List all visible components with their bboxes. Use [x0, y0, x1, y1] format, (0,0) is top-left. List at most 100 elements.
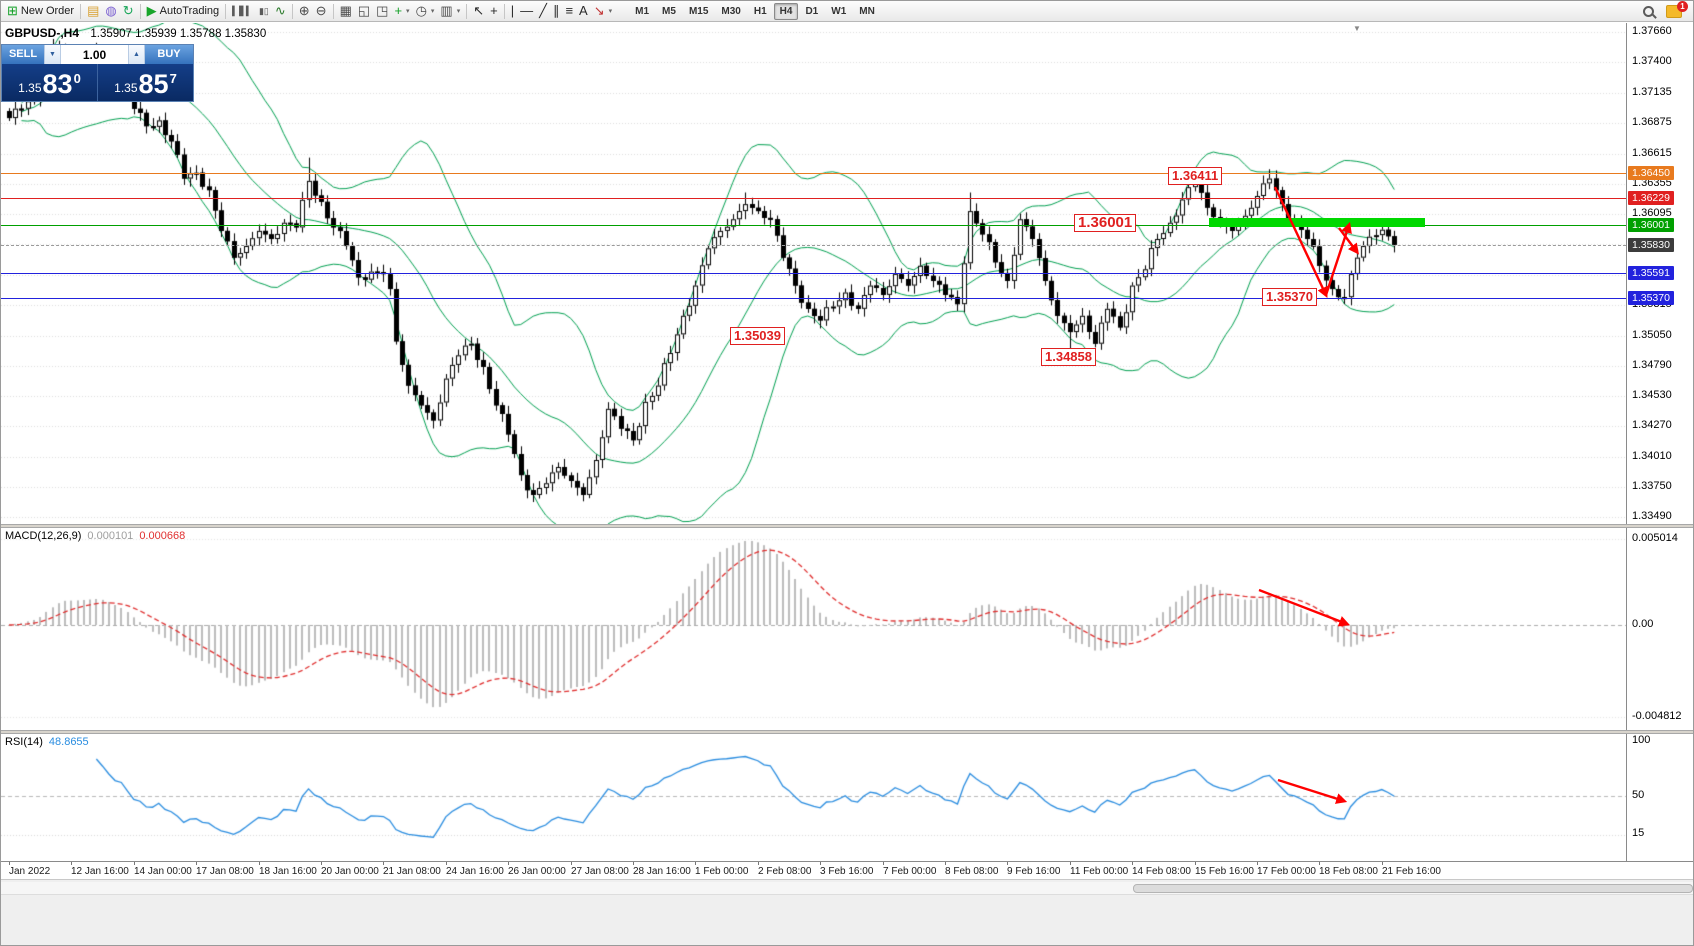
macd-chart-canvas	[1, 528, 1626, 730]
arrange-windows-icon: ◳	[376, 3, 389, 18]
time-tick	[695, 862, 696, 865]
chevron-down-icon: ▾	[608, 8, 613, 15]
axis-label: 1.35050	[1632, 328, 1672, 341]
channel-icon: ∥	[552, 3, 560, 18]
templates-icon: ▥	[440, 3, 453, 18]
fibonacci-icon[interactable]: ≡	[562, 2, 576, 20]
volume-increase-button[interactable]: ▲	[128, 45, 145, 64]
axis-label: 1.33750	[1632, 479, 1672, 492]
pane-splitter[interactable]	[1, 730, 1693, 734]
time-label: 1 Feb 00:00	[695, 866, 749, 877]
templates-icon[interactable]: ▥ ▾	[437, 2, 463, 20]
cursor-icon[interactable]: ↖	[470, 2, 487, 20]
zoom-in-icon: ⊕	[298, 3, 310, 18]
time-tick	[1195, 862, 1196, 865]
time-label: 2 Feb 08:00	[758, 866, 812, 877]
time-label: 8 Feb 08:00	[945, 866, 999, 877]
time-label: 24 Jan 16:00	[446, 866, 504, 877]
candlestick-chart-icon: ▮▯	[258, 6, 269, 16]
refresh-icon[interactable]: ↻	[120, 2, 137, 20]
rsi-indicator-pane[interactable]: RSI(14) 48.8655	[1, 734, 1626, 861]
time-label: 28 Jan 16:00	[633, 866, 691, 877]
horizontal-line-icon[interactable]: —	[517, 2, 536, 20]
web-terminal-icon[interactable]: ◍	[102, 2, 119, 20]
horizontal-scrollbar[interactable]	[1, 882, 1693, 895]
timeframe-button-d1[interactable]: D1	[805, 5, 819, 17]
crosshair-icon[interactable]: +	[487, 2, 501, 20]
zoom-out-icon: ⊖	[315, 3, 327, 18]
axis-label: 0.005014	[1632, 532, 1678, 544]
timeframe-toolbar: M1 M5 M15 M30 H1 H4 D1 W1 MN	[629, 2, 881, 20]
chart-shift-marker[interactable]: ▼	[1353, 24, 1361, 33]
buy-price-display[interactable]: 1.35 85 7	[98, 64, 193, 101]
arrows-tool-icon[interactable]: ↘ ▾	[591, 2, 615, 20]
tile-windows-icon[interactable]: ▦	[337, 2, 355, 20]
time-label: 14 Jan 00:00	[134, 866, 192, 877]
time-tick	[883, 862, 884, 865]
new-order-button[interactable]: ⊞ New Order	[4, 2, 77, 20]
periods-icon[interactable]: ◷ ▾	[413, 2, 438, 20]
notifications-icon[interactable]: 1	[1666, 1, 1688, 18]
price-tag-1.35370: 1.35370	[1628, 291, 1674, 306]
bar-chart-icon[interactable]: ▍▋▍	[229, 2, 256, 20]
timeframe-button-mn[interactable]: MN	[859, 5, 875, 17]
text-label-icon[interactable]: A	[576, 2, 591, 20]
timeframe-button-w1[interactable]: W1	[831, 5, 847, 17]
zoom-in-icon[interactable]: ⊕	[296, 2, 313, 20]
time-tick	[571, 862, 572, 865]
axis-label: 1.33490	[1632, 510, 1672, 522]
scrollbar-thumb[interactable]	[1133, 884, 1693, 893]
timeframe-button-h1[interactable]: H1	[753, 5, 767, 17]
axis-label: 1.34010	[1632, 449, 1672, 462]
candlestick-chart-icon[interactable]: ▮▯	[256, 2, 272, 20]
sell-button[interactable]: SELL	[2, 45, 44, 64]
time-tick	[259, 862, 260, 865]
timeframe-button-m5[interactable]: M5	[662, 5, 676, 17]
toolbar-separator	[80, 3, 82, 19]
timeframe-button-m15[interactable]: M15	[688, 5, 709, 17]
volume-input[interactable]	[61, 45, 128, 64]
time-tick	[1070, 862, 1071, 865]
main-toolbar: ⊞ New Order ▤ ◍ ↻ ▶ AutoTrading ▍▋▍ ▮▯ ∿ ⊕ ⊖ ▦ ◱ ◳ + ▾ ◷ ▾…	[1, 1, 1693, 22]
macd-indicator-pane[interactable]: MACD(12,26,9) 0.000101 0.000668	[1, 528, 1626, 730]
sell-price-display[interactable]: 1.35 83 0	[2, 64, 98, 101]
search-icon[interactable]	[1643, 5, 1654, 17]
trade-panel-controls: SELL ▼ ▲ BUY	[2, 45, 193, 64]
time-axis[interactable]: Jan 2022 12 Jan 16:00 14 Jan 00:00 17 Jan 0…	[1, 861, 1693, 879]
main-chart-pane[interactable]: 1.36411 1.36001 1.35370 1.35039 1.34858 GBPU…	[1, 23, 1626, 524]
toolbar-right: 1	[1643, 1, 1692, 18]
volume-decrease-button[interactable]: ▼	[44, 45, 61, 64]
timeframe-button-m30[interactable]: M30	[721, 5, 741, 17]
time-label: 7 Feb 00:00	[883, 866, 937, 877]
time-label: 26 Jan 00:00	[508, 866, 566, 877]
time-tick	[71, 862, 72, 865]
add-indicator-icon[interactable]: + ▾	[391, 2, 412, 20]
time-tick	[820, 862, 821, 865]
arrange-windows-icon[interactable]: ◳	[373, 2, 391, 20]
deposit-icon[interactable]: ▤	[84, 2, 102, 20]
timeframe-button-m1[interactable]: M1	[635, 5, 650, 17]
zoom-out-icon[interactable]: ⊖	[313, 2, 330, 20]
line-chart-icon[interactable]: ∿	[272, 2, 289, 20]
price-scale[interactable]: 1.37660 1.37400 1.37135 1.36875 1.36615 1.363…	[1626, 23, 1693, 861]
candlestick-chart-canvas[interactable]	[1, 23, 1626, 524]
trendline-icon[interactable]: ╱	[536, 2, 550, 20]
vertical-line-icon[interactable]: |	[508, 2, 517, 20]
channel-icon[interactable]: ∥	[550, 2, 563, 20]
axis-label: 1.36095	[1632, 207, 1672, 220]
time-tick	[1257, 862, 1258, 865]
autotrading-button[interactable]: ▶ AutoTrading	[144, 2, 223, 20]
trendline-icon: ╱	[539, 3, 547, 18]
sell-price-pips: 83	[42, 69, 73, 99]
timeframe-button-h4[interactable]: H4	[773, 2, 799, 20]
pane-splitter[interactable]	[1, 524, 1693, 528]
time-label: 3 Feb 16:00	[820, 866, 874, 877]
axis-label: 1.37135	[1632, 86, 1672, 99]
chevron-down-icon: ▾	[430, 8, 435, 15]
time-tick	[196, 862, 197, 865]
cascade-windows-icon[interactable]: ◱	[355, 2, 373, 20]
bar-chart-icon: ▍▋▍	[232, 6, 253, 16]
buy-button[interactable]: BUY	[145, 45, 193, 64]
support-zone-rectangle[interactable]	[1209, 218, 1425, 227]
